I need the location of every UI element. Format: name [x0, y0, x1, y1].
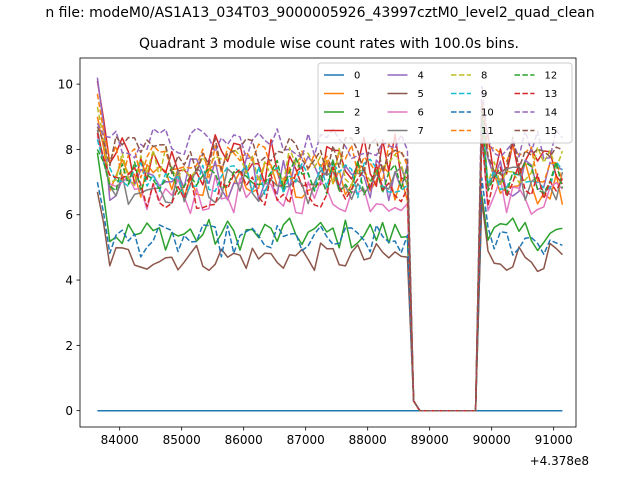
legend-label-2: 2	[354, 108, 360, 119]
legend-label-15: 15	[545, 126, 558, 137]
legend-label-5: 5	[418, 89, 424, 100]
legend-label-8: 8	[481, 71, 487, 82]
series-line-13	[96, 132, 564, 412]
y-tick-label: 10	[58, 78, 73, 92]
x-tick-label: 84000	[101, 433, 139, 447]
x-tick-label: 87000	[287, 433, 325, 447]
y-tick-label: 2	[65, 339, 73, 353]
series-line-10	[96, 177, 563, 412]
legend-label-9: 9	[481, 89, 487, 100]
x-tick-label: 85000	[163, 433, 201, 447]
y-tick-label: 6	[65, 208, 73, 222]
series-line-11	[96, 93, 564, 412]
legend-label-14: 14	[545, 108, 558, 119]
legend-label-13: 13	[545, 89, 558, 100]
axes: 84000 85000 86000 87000 88000 89000 90000 91000…	[58, 57, 589, 468]
legend-label-11: 11	[481, 126, 494, 137]
series-line-12	[96, 112, 564, 412]
x-tick-label: 91000	[535, 433, 573, 447]
axes-frame	[79, 57, 577, 428]
y-tick-label: 4	[65, 274, 73, 288]
x-tick-label: 90000	[473, 433, 511, 447]
legend-label-6: 6	[418, 108, 424, 119]
x-offset-label: +4.378e8	[530, 454, 589, 468]
chart-title: Quadrant 3 module wise count rates with …	[139, 36, 519, 52]
series-line-5	[96, 191, 563, 412]
legend-label-10: 10	[481, 108, 494, 119]
y-tick-label: 8	[65, 143, 73, 157]
legend-label-1: 1	[354, 89, 360, 100]
series-line-2	[96, 152, 563, 412]
legend-label-12: 12	[545, 71, 558, 82]
legend-label-0: 0	[354, 71, 360, 82]
figure-suptitle: n file: modeM0/AS1A13_034T03_9000005926_…	[45, 5, 595, 21]
x-tick-label: 86000	[225, 433, 263, 447]
legend-label-3: 3	[354, 126, 360, 137]
plot-area	[96, 77, 564, 412]
x-tick-label: 89000	[411, 433, 449, 447]
x-tick-label: 88000	[349, 433, 387, 447]
series-line-9	[96, 115, 564, 412]
y-tick-label: 0	[65, 404, 73, 418]
legend-box	[317, 62, 573, 144]
legend-label-7: 7	[418, 126, 424, 137]
legend-label-4: 4	[418, 71, 424, 82]
series-line-1	[96, 116, 564, 412]
